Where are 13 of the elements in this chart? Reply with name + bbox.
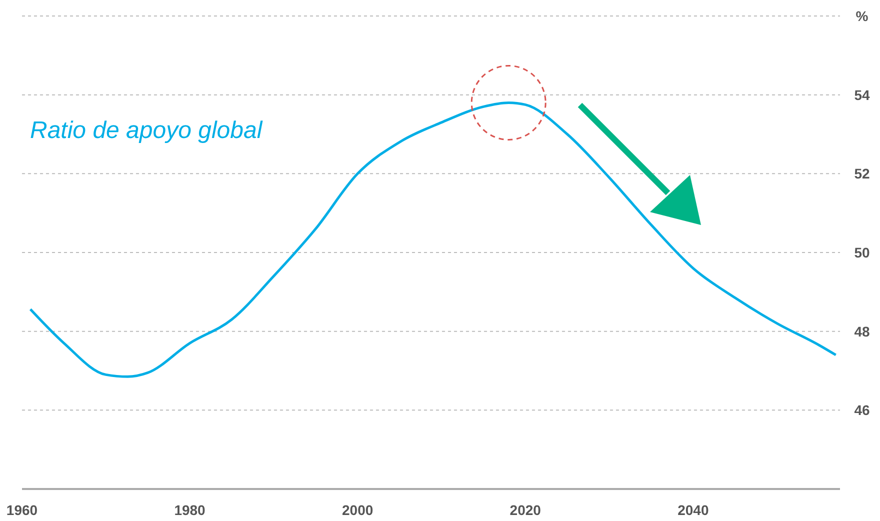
y-tick-label: 48 [854, 323, 870, 340]
x-tick-label: 2040 [678, 502, 709, 518]
y-tick-label: 46 [854, 402, 870, 418]
y-tick-label: 54 [854, 86, 870, 103]
text: Ratio de apoyo global [30, 117, 263, 144]
x-tick-label: 1980 [174, 502, 206, 518]
x-tick-label: 2020 [510, 502, 542, 518]
y-tick-label: % [856, 8, 869, 24]
line-series [29, 101, 838, 378]
y-tick-label: 52 [854, 166, 870, 182]
x-tick-label: 2000 [342, 502, 374, 518]
x-tick-label: 1960 [6, 502, 38, 518]
y-tick-label: 50 [854, 244, 870, 260]
